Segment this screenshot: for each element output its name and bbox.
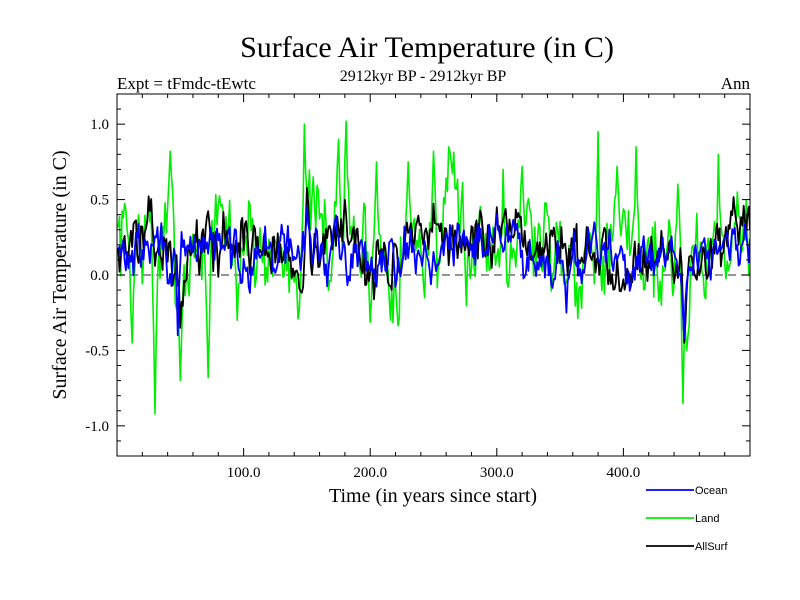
y-tick-label: 1.0 [90,117,109,133]
series-line-ocean [117,206,750,340]
y-tick-label: -0.5 [85,343,109,359]
chart-title: Surface Air Temperature (in C) [240,31,614,64]
x-tick-label: 100.0 [227,465,261,481]
y-axis-ticks: -1.0 -0.5 0.0 0.5 1.0 [85,108,750,442]
x-tick-label: 400.0 [607,465,641,481]
x-axis-label: Time (in years since start) [329,485,537,507]
y-tick-label: 0.0 [90,268,109,284]
y-tick-label: -1.0 [85,419,109,435]
legend: Ocean Land AllSurf [646,485,728,553]
x-axis-ticks: 100.0 200.0 300.0 400.0 [141,94,726,481]
experiment-label: Expt = tFmdc-tEwtc [117,74,256,93]
series-line-allsurf [117,186,750,344]
legend-label-ocean: Ocean [695,485,727,497]
series-layer [117,120,750,415]
x-tick-label: 300.0 [480,465,514,481]
legend-label-allsurf: AllSurf [695,541,728,553]
chart-subtitle: 2912kyr BP - 2912kyr BP [340,68,507,85]
y-tick-label: 0.5 [90,193,109,209]
x-tick-label: 200.0 [353,465,387,481]
legend-label-land: Land [695,513,719,525]
y-axis-label: Surface Air Temperature (in C) [49,150,71,399]
season-label: Ann [721,74,751,93]
